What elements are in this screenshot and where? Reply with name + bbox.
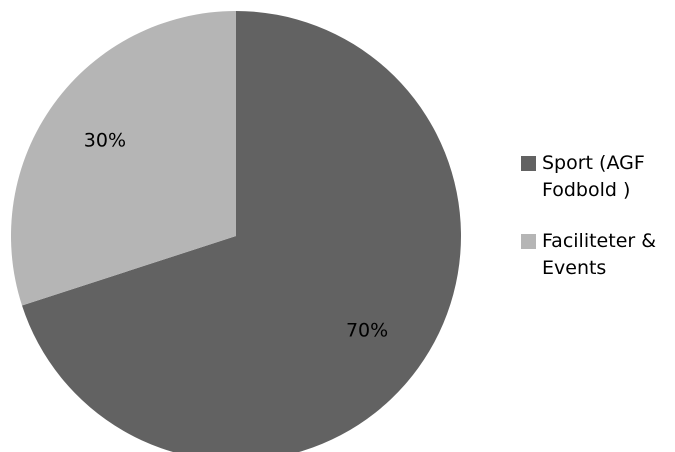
legend-label-faciliteter: Faciliteter & Events xyxy=(542,230,657,279)
slice-label-sport: 70% xyxy=(346,320,388,342)
legend-label-sport: Sport (AGF Fodbold ) xyxy=(542,152,645,201)
pie-slice-faciliteter xyxy=(10,11,237,306)
legend-item-sport: Sport (AGF Fodbold ) xyxy=(521,150,671,204)
legend-swatch-faciliteter xyxy=(521,234,536,249)
legend-item-faciliteter: Faciliteter & Events xyxy=(521,228,671,282)
slice-label-faciliteter: 30% xyxy=(84,129,126,151)
pie-slice-sport xyxy=(22,11,461,452)
legend: Sport (AGF Fodbold ) Faciliteter & Event… xyxy=(521,150,671,306)
legend-swatch-sport xyxy=(521,156,536,171)
